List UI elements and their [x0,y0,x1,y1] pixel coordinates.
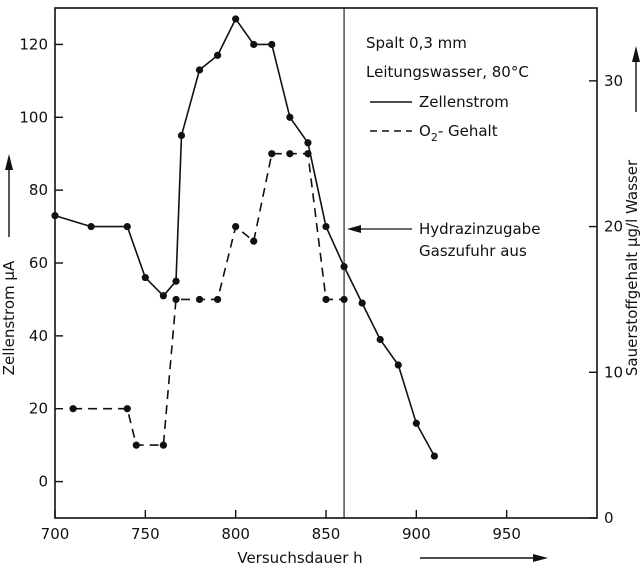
series-line [73,152,345,446]
data-point [412,419,420,427]
y-right-tick-label: 20 [604,218,623,236]
condition-medium: Leitungswasser, 80°C [366,63,529,81]
data-point [132,441,140,449]
y-right-axis-arrow [632,46,640,112]
data-point [358,299,366,307]
y-left-tick-label: 100 [19,108,48,126]
x-tick-label: 750 [131,525,160,543]
series-zellenstrom [51,15,438,460]
x-tick-label: 800 [221,525,250,543]
y-left-tick-label: 0 [38,473,48,491]
y-right-axis-ticks: 0 10 20 30 [589,72,623,527]
data-point [214,51,222,59]
data-point [304,139,312,147]
data-point [195,295,204,304]
data-point [51,212,59,220]
data-point [159,292,167,300]
data-point [268,150,276,158]
data-point [172,277,180,285]
y-right-tick-label: 10 [604,363,623,381]
legend-zellenstrom-label: Zellenstrom [419,93,509,111]
y-left-tick-label: 20 [29,400,48,418]
data-point [304,150,312,158]
x-tick-label: 950 [492,525,521,543]
legend-o2-label: O2- Gehalt [419,122,498,144]
data-point [141,273,149,282]
data-point [250,237,258,245]
x-axis-ticks: 700 750 800 850 900 950 [41,510,521,543]
plot-border [54,7,598,519]
x-tick-label: 900 [402,525,431,543]
y-left-axis-label: Zellenstrom µA [0,260,18,375]
data-point [286,113,294,121]
y-left-axis-ticks: 0 20 40 60 80 100 120 [19,35,63,491]
y-left-tick-label: 40 [29,327,48,345]
data-point [340,263,348,271]
data-point [69,405,77,413]
y-left-axis-arrow [5,154,13,237]
data-point [322,295,330,304]
data-point [232,15,240,23]
x-tick-label: 850 [312,525,341,543]
data-point [322,222,330,231]
x-tick-label: 700 [41,525,70,543]
y-right-tick-label: 0 [604,509,614,527]
y-left-tick-label: 60 [29,254,48,272]
y-right-axis-label: Sauerstoffgehalt µg/l Wasser [623,159,641,376]
data-point [430,452,438,460]
data-point [376,335,384,344]
data-point [394,361,402,369]
plot-frame [54,7,598,519]
data-point [195,66,204,74]
data-point [87,222,95,231]
legend: Zellenstrom O2- Gehalt [370,93,509,144]
data-point [177,131,186,140]
data-point [340,295,348,304]
x-axis-arrow [420,554,548,562]
data-point [123,222,131,231]
data-point [159,441,167,449]
event-label-1: Hydrazinzugabe [419,220,540,238]
y-left-tick-label: 80 [29,181,48,199]
data-point [268,40,276,49]
event-label-2: Gaszufuhr aus [419,242,527,260]
y-left-tick-label: 120 [19,35,48,53]
x-axis-label: Versuchsdauer h [237,549,362,567]
event-annotation: Hydrazinzugabe Gaszufuhr aus [347,220,540,260]
data-point [232,222,240,231]
data-point [123,405,131,413]
series-o2-gehalt [69,150,348,449]
y-right-tick-label: 30 [604,72,623,90]
data-point [286,150,294,158]
data-point [172,295,180,304]
series-layer [51,15,438,460]
series-line [54,18,436,457]
condition-gap: Spalt 0,3 mm [366,34,467,52]
data-point [214,295,222,304]
data-point [250,40,258,49]
